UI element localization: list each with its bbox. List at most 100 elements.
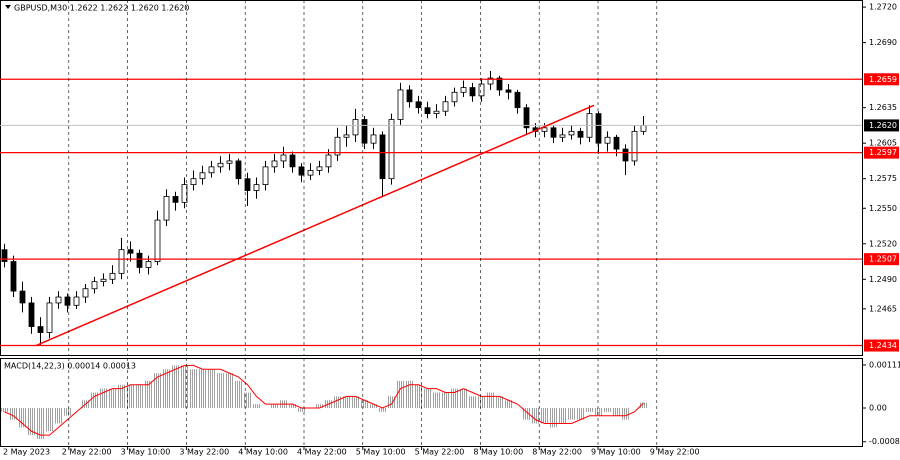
candle-body	[1, 249, 8, 262]
candle-body	[55, 296, 62, 304]
candle-body	[190, 178, 197, 186]
candle-body	[595, 113, 602, 144]
x-tick-label: 8 May 22:00	[532, 448, 582, 457]
y-tick-label: 1.2635	[869, 103, 897, 112]
candle-body	[163, 196, 170, 221]
candle-body	[298, 166, 305, 176]
level-tag	[864, 253, 899, 266]
candle-body	[28, 302, 35, 327]
x-tick-label: 5 May 10:00	[356, 448, 406, 457]
candle-body	[640, 125, 647, 132]
candle-body	[46, 302, 53, 333]
y-tick-label: 1.2490	[869, 275, 897, 284]
candle-body	[496, 77, 503, 91]
candle-body	[433, 110, 440, 114]
trend-line	[35, 104, 595, 347]
last-price-tag	[864, 119, 899, 132]
y-tick-label: -0.00087	[869, 437, 900, 446]
x-tick-label: 3 May 10:00	[121, 448, 171, 457]
candle-body	[325, 154, 332, 168]
candle-body	[613, 136, 620, 150]
candle-body	[568, 130, 575, 136]
macd-panel-frame	[0, 358, 863, 447]
y-tick-label: 1.2605	[869, 139, 897, 148]
candle-body	[604, 136, 611, 144]
candle-body	[235, 160, 242, 180]
candle-body	[370, 134, 377, 144]
candle-body	[37, 326, 44, 333]
candle-body	[559, 134, 566, 138]
candle-body	[388, 119, 395, 180]
candle-body	[154, 219, 161, 262]
candle-body	[244, 178, 251, 191]
candle-body	[505, 89, 512, 93]
candle-body	[415, 101, 422, 109]
candle-body	[253, 184, 260, 191]
candle-body	[352, 119, 359, 136]
y-tick-label: 0.00111	[869, 360, 900, 369]
level-label: 1.2597	[869, 148, 897, 157]
level-label: 1.2659	[869, 75, 897, 84]
candle-body	[145, 261, 152, 268]
chart-title: GBPUSD,M30 1.2622 1.2622 1.2620 1.2620	[14, 4, 189, 13]
y-tick-label: 1.2520	[869, 239, 897, 248]
candle-body	[100, 278, 107, 283]
y-tick-label: 1.2575	[869, 174, 897, 183]
candle-body	[19, 290, 26, 304]
candle-body	[127, 249, 134, 254]
candle-body	[280, 154, 287, 162]
candle-body	[469, 87, 476, 97]
candle-body	[10, 261, 17, 292]
candle-body	[631, 130, 638, 162]
y-tick-label: 1.2465	[869, 304, 897, 313]
y-tick-label: 1.2550	[869, 204, 897, 213]
y-tick-label: 0.00	[869, 404, 887, 413]
candle-body	[73, 296, 80, 306]
candle-body	[550, 127, 557, 138]
x-tick-label: 3 May 22:00	[179, 448, 229, 457]
candle-body	[541, 127, 548, 132]
macd-title: MACD(14,22,3) 0.00014 0.00013	[4, 362, 136, 371]
x-tick-label: 4 May 10:00	[238, 448, 288, 457]
candle-body	[622, 148, 629, 162]
candle-body	[442, 101, 449, 112]
candle-body	[91, 281, 98, 290]
candle-body	[523, 107, 530, 129]
candle-body	[217, 162, 224, 168]
y-tick-label: 1.2720	[869, 3, 897, 12]
candle-body	[136, 252, 143, 268]
candle-body	[307, 169, 314, 176]
candle-body	[118, 249, 125, 274]
candle-body	[64, 296, 71, 306]
candle-body	[577, 130, 584, 138]
x-tick-label: 5 May 22:00	[415, 448, 465, 457]
candle-body	[379, 134, 386, 180]
x-tick-label: 9 May 22:00	[650, 448, 700, 457]
candle-body	[334, 136, 341, 156]
level-label: 1.2434	[869, 341, 897, 350]
candle-body	[181, 184, 188, 203]
candle-body	[460, 87, 467, 93]
candle-body	[424, 107, 431, 115]
candle-body	[361, 119, 368, 144]
candle-body	[343, 134, 350, 138]
x-tick-label: 9 May 10:00	[591, 448, 641, 457]
x-tick-label: 2 May 2023	[3, 448, 50, 457]
candle-body	[514, 91, 521, 109]
signal-line	[4, 364, 644, 436]
candle-body	[172, 196, 179, 203]
candle-body	[271, 160, 278, 168]
level-tag	[864, 73, 899, 86]
candle-body	[109, 272, 116, 280]
candle-body	[289, 154, 296, 168]
candle-body	[199, 172, 206, 180]
candle-body	[316, 166, 323, 171]
x-tick-label: 2 May 22:00	[62, 448, 112, 457]
level-tag	[864, 146, 899, 159]
last-price-label: 1.2620	[869, 121, 897, 130]
price-panel-frame	[0, 0, 863, 356]
candle-body	[397, 89, 404, 120]
candle-body	[226, 160, 233, 164]
